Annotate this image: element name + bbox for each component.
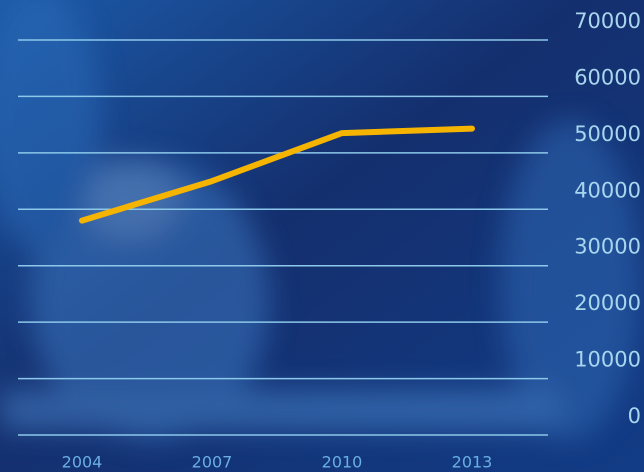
data-line (79, 125, 475, 224)
x-tick-label: 2010 (322, 453, 363, 472)
y-tick-label: 0 (628, 404, 641, 428)
x-tick-label: 2004 (62, 453, 103, 472)
y-tick-label: 70000 (574, 9, 641, 33)
y-tick-label: 40000 (574, 178, 641, 202)
y-tick-label: 60000 (574, 65, 641, 89)
y-tick-label: 50000 (574, 122, 641, 146)
y-tick-label: 20000 (574, 291, 641, 315)
y-tick-label: 10000 (574, 348, 641, 372)
y-tick-label: 30000 (574, 235, 641, 259)
x-tick-label: 2007 (192, 453, 233, 472)
background-photo (0, 0, 640, 440)
x-tick-label: 2013 (452, 453, 493, 472)
